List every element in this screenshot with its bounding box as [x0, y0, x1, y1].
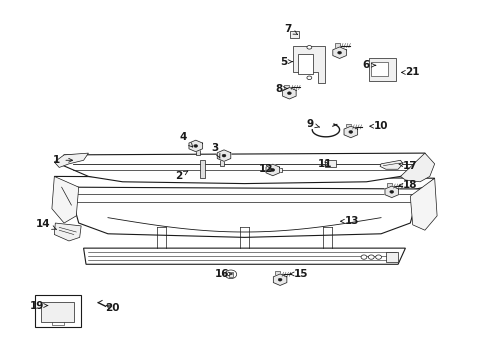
Polygon shape: [282, 87, 296, 99]
Bar: [199, 160, 204, 178]
Polygon shape: [217, 150, 230, 161]
Circle shape: [360, 255, 366, 259]
Polygon shape: [35, 295, 81, 327]
Text: 15: 15: [289, 269, 307, 279]
Text: 1: 1: [53, 155, 72, 165]
Circle shape: [367, 255, 373, 259]
Polygon shape: [54, 176, 434, 202]
Polygon shape: [332, 47, 346, 58]
Bar: [325, 160, 335, 167]
Text: 12: 12: [259, 164, 273, 174]
Polygon shape: [368, 58, 395, 81]
Text: 21: 21: [401, 67, 419, 77]
Text: 16: 16: [214, 269, 231, 279]
Bar: [345, 124, 350, 130]
Text: 10: 10: [369, 121, 387, 131]
Polygon shape: [265, 164, 279, 176]
Text: 19: 19: [30, 301, 47, 311]
Polygon shape: [273, 274, 286, 285]
Polygon shape: [54, 223, 81, 241]
Polygon shape: [293, 45, 325, 83]
Polygon shape: [188, 140, 202, 152]
Circle shape: [306, 76, 311, 80]
Bar: [41, 302, 74, 322]
Bar: [195, 147, 200, 155]
Bar: [220, 155, 224, 166]
Polygon shape: [379, 160, 402, 169]
Polygon shape: [384, 186, 398, 198]
Circle shape: [222, 154, 225, 157]
Circle shape: [375, 255, 381, 259]
Polygon shape: [59, 153, 429, 184]
Text: 13: 13: [340, 216, 358, 226]
Bar: [370, 62, 387, 76]
Bar: [385, 252, 397, 262]
Text: 20: 20: [105, 303, 120, 314]
Text: 2: 2: [175, 171, 187, 181]
Bar: [290, 31, 299, 39]
Text: 17: 17: [398, 161, 417, 171]
Polygon shape: [344, 126, 357, 138]
Polygon shape: [400, 153, 434, 182]
Text: 18: 18: [398, 180, 417, 190]
Text: 6: 6: [362, 60, 375, 70]
Text: 3: 3: [211, 143, 220, 158]
Circle shape: [193, 144, 197, 147]
Text: 11: 11: [317, 159, 331, 169]
Circle shape: [306, 45, 311, 49]
Text: 4: 4: [180, 132, 192, 147]
Bar: [386, 183, 391, 189]
Circle shape: [337, 51, 341, 54]
Bar: [52, 321, 64, 325]
Bar: [276, 168, 281, 172]
Polygon shape: [409, 178, 436, 230]
Circle shape: [224, 270, 236, 279]
Circle shape: [270, 168, 274, 171]
Circle shape: [287, 92, 291, 95]
Bar: [334, 42, 339, 48]
Bar: [275, 271, 280, 277]
Text: 7: 7: [284, 24, 297, 35]
Bar: [284, 85, 289, 90]
Text: 5: 5: [279, 57, 292, 67]
Circle shape: [278, 278, 282, 281]
Polygon shape: [83, 248, 405, 264]
Text: 14: 14: [36, 219, 56, 229]
Text: 8: 8: [274, 84, 287, 94]
Polygon shape: [54, 153, 88, 167]
Circle shape: [348, 131, 352, 134]
Bar: [298, 54, 312, 74]
Polygon shape: [52, 176, 79, 223]
Circle shape: [389, 190, 393, 193]
Bar: [228, 272, 232, 277]
Polygon shape: [69, 187, 419, 237]
Text: 9: 9: [306, 120, 319, 129]
